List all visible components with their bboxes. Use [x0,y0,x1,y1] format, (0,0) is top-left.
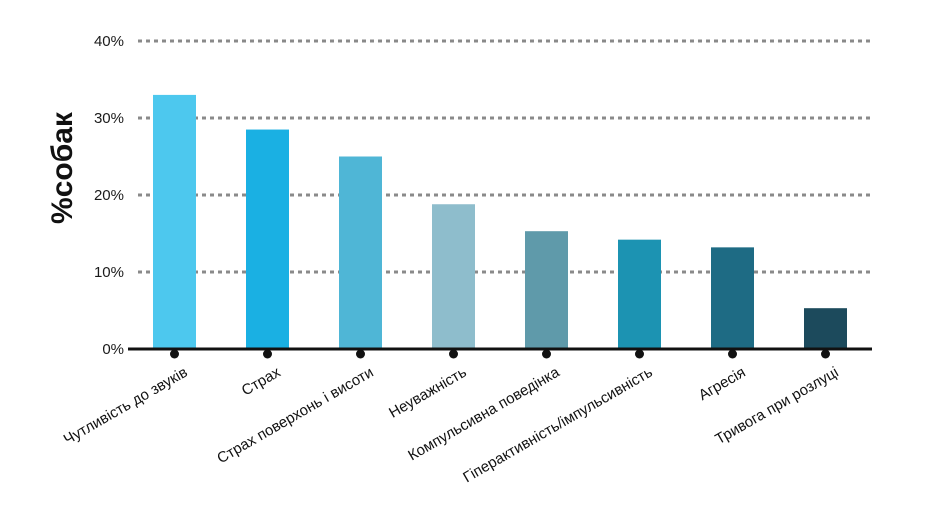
y-tick-label: 40% [94,33,124,50]
x-axis-dot [728,349,737,359]
x-axis-dot [542,349,551,359]
x-tick-label: Чутливість до звуків [61,364,191,449]
y-tick-label: 10% [94,264,124,281]
x-tick-label: Гіперактивність/імпульсивність [460,364,655,487]
x-tick-label: Компульсивна поведінка [405,363,563,464]
y-tick-labels: 0% 10% 20% 30% 40% [94,33,124,358]
x-tick-label: Страх поверхонь і висоти [214,364,376,468]
x-tick-label: Неуважність [386,364,470,422]
x-tick-label: Страх [239,363,284,399]
bars [153,94,847,350]
bar [153,94,196,350]
bar [432,204,475,349]
y-axis-label: %собак [46,111,79,224]
y-tick-label: 0% [102,341,124,358]
x-axis-dot [170,349,179,359]
y-tick-label: 20% [94,187,124,204]
x-axis-dot [356,349,365,359]
bar [618,239,661,349]
bar [804,308,847,349]
x-axis-dot [635,349,644,359]
x-axis-dot [263,349,272,359]
x-tick-label: Агресія [696,364,749,404]
bar [711,247,754,349]
bar [525,231,568,349]
x-axis-dot [449,349,458,359]
bar [339,156,382,349]
y-tick-label: 30% [94,110,124,127]
x-axis-dots [170,349,830,359]
bar [246,129,289,349]
x-axis-dot [821,349,830,359]
